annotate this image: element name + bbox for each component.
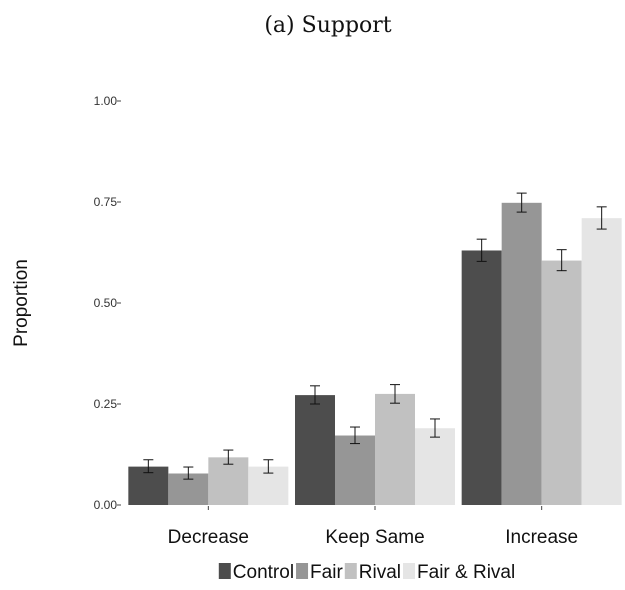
error-bar: [516, 192, 527, 213]
legend-label: Fair: [310, 562, 343, 583]
y-tick-label: 0.75: [94, 195, 118, 209]
legend-label: Fair & Rival: [417, 562, 515, 583]
legend-item: Control: [218, 562, 294, 583]
legend-swatch: [218, 563, 231, 579]
bar: [501, 202, 542, 506]
chart-title: (a) Support: [264, 13, 391, 38]
error-bar: [556, 249, 567, 272]
error-bar: [596, 206, 607, 230]
bars: [128, 192, 622, 506]
legend-item: Fair & Rival: [403, 562, 515, 583]
legend: Control Fair Rival Fair & Rival: [218, 562, 515, 583]
bar: [581, 218, 622, 505]
error-bar: [223, 449, 234, 465]
bar: [541, 260, 582, 505]
legend-label: Rival: [359, 562, 401, 583]
error-bar: [143, 459, 154, 474]
y-tick-label: 0.25: [94, 397, 118, 411]
y-axis-label: Proportion: [11, 259, 32, 347]
bar: [415, 428, 455, 505]
y-tick-label: 1.00: [94, 94, 118, 108]
bar: [375, 393, 415, 505]
x-tick-label: Increase: [505, 527, 578, 548]
legend-item: Fair: [296, 562, 343, 583]
x-tick-label: Keep Same: [325, 527, 424, 548]
bar: [461, 250, 502, 505]
legend-swatch: [403, 563, 416, 579]
bar: [335, 435, 375, 505]
error-bar: [430, 418, 440, 438]
legend-swatch: [296, 563, 309, 579]
error-bar: [310, 385, 320, 405]
bar: [295, 395, 335, 505]
error-bar: [476, 238, 487, 262]
y-tick-label: 0.00: [94, 498, 118, 512]
error-bar: [263, 459, 274, 474]
legend-item: Rival: [344, 562, 401, 583]
legend-label: Control: [233, 562, 294, 583]
y-axis: 0.00 0.25 0.50 0.75 1.00: [94, 94, 121, 512]
error-bar: [183, 466, 194, 480]
y-tick-label: 0.50: [94, 296, 118, 310]
x-axis: Decrease Keep Same Increase: [168, 506, 578, 548]
bar: [208, 457, 249, 505]
x-tick-label: Decrease: [168, 527, 249, 548]
legend-swatch: [344, 563, 357, 579]
error-bar: [390, 384, 400, 404]
error-bar: [350, 426, 360, 445]
